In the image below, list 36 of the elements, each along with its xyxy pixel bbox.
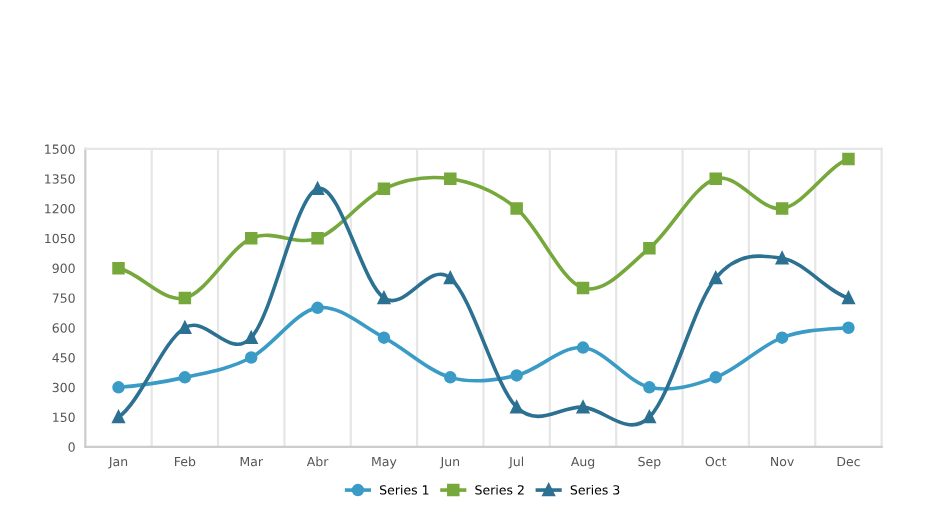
point [112, 410, 125, 424]
point [112, 261, 125, 275]
point [510, 202, 523, 215]
point [775, 251, 789, 265]
point [576, 341, 590, 354]
point [311, 182, 324, 195]
point [377, 182, 391, 195]
point [510, 400, 523, 414]
point [377, 291, 391, 305]
point [576, 281, 590, 295]
point [842, 321, 855, 334]
point [709, 271, 722, 285]
point [775, 202, 789, 215]
point [643, 410, 656, 424]
point [576, 400, 590, 414]
point [842, 291, 855, 305]
point [842, 152, 855, 166]
point [244, 351, 258, 364]
point [643, 242, 656, 255]
point [311, 301, 324, 315]
point [510, 369, 523, 382]
point [311, 232, 324, 245]
point [444, 371, 457, 384]
point [775, 331, 789, 344]
point [112, 381, 125, 394]
point [244, 331, 258, 344]
point [709, 371, 722, 384]
point [444, 271, 457, 285]
point [178, 321, 192, 334]
point [444, 172, 457, 185]
point [244, 232, 258, 245]
point [643, 381, 656, 394]
point [709, 172, 722, 185]
point [377, 331, 391, 344]
point [178, 291, 192, 305]
point [178, 371, 192, 384]
